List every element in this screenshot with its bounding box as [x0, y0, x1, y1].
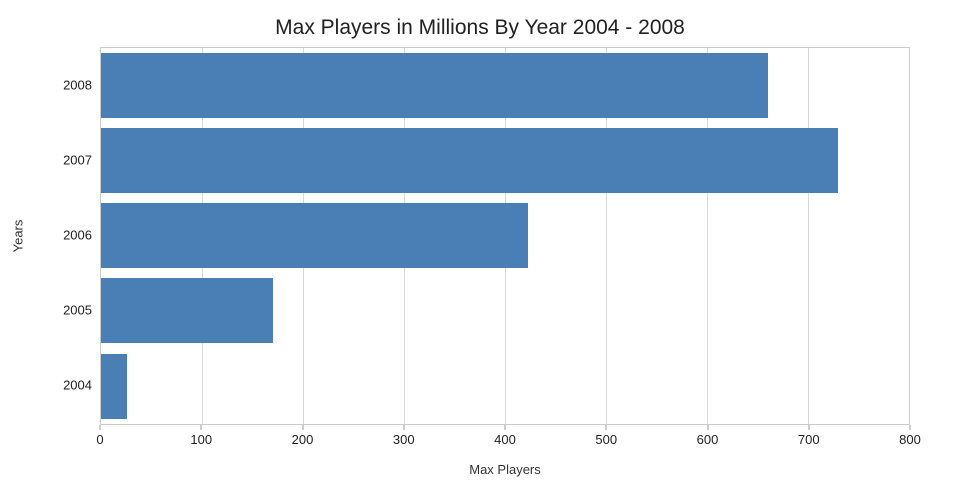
- y-tick-label: 2006: [63, 227, 92, 243]
- x-axis-label: Max Players: [469, 462, 541, 477]
- gridline: [707, 48, 708, 424]
- plot-area: [100, 47, 910, 425]
- x-tick-mark: [200, 425, 202, 430]
- bar-2006: [101, 203, 529, 268]
- bar-2007: [101, 128, 839, 193]
- y-tick-label: 2004: [63, 377, 92, 393]
- x-tick-label: 200: [291, 432, 314, 447]
- x-tick-label: 800: [899, 432, 921, 447]
- x-tick-label: 400: [494, 432, 516, 447]
- x-tick-mark: [302, 425, 303, 430]
- x-tick-mark: [808, 425, 810, 430]
- bar-2005: [101, 278, 273, 343]
- x-tick-mark: [909, 425, 911, 430]
- x-tick-mark: [605, 425, 607, 430]
- x-tick-label: 300: [392, 432, 415, 447]
- x-tick-labels: 0 100 200 300 400 500 600 700 800: [96, 425, 921, 451]
- x-tick-label: 0: [96, 432, 104, 447]
- bar-2008: [101, 53, 768, 118]
- gridline: [606, 48, 607, 424]
- chart-title: Max Players in Millions By Year 2004 - 2…: [275, 16, 685, 39]
- y-tick-label: 2007: [63, 152, 92, 168]
- y-tick-label: 2008: [63, 77, 92, 93]
- x-tick-label: 500: [595, 432, 618, 447]
- x-tick-label: 100: [190, 432, 213, 447]
- y-tick-labels: 2008 2007 2006 2005 2004: [0, 47, 92, 425]
- bar-2004: [101, 354, 128, 419]
- x-tick-label: 600: [696, 432, 719, 447]
- x-tick-mark: [504, 425, 506, 430]
- x-tick-label: 700: [797, 432, 820, 447]
- gridline: [808, 48, 809, 424]
- x-tick-mark: [403, 425, 405, 430]
- y-tick-label: 2005: [63, 302, 92, 318]
- x-tick-mark: [707, 425, 708, 430]
- x-tick-mark: [99, 425, 101, 430]
